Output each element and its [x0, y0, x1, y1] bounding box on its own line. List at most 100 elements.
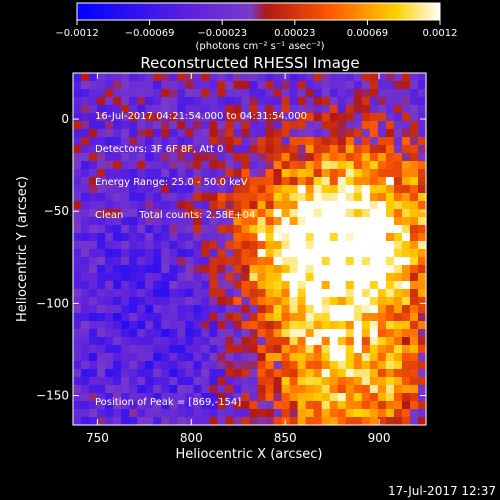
- heatmap-cell: [113, 417, 122, 426]
- heatmap-cell: [161, 161, 170, 170]
- heatmap-cell: [337, 281, 347, 290]
- y-tick-label: −50: [44, 204, 69, 218]
- heatmap-cell: [361, 289, 371, 298]
- heatmap-cell: [113, 345, 122, 354]
- heatmap-cell: [417, 321, 427, 330]
- colorbar-ticks: −0.0012 −0.00069 −0.00023 0.00023 0.00069 0.0…: [55, 20, 458, 39]
- heatmap-cell: [73, 393, 82, 402]
- heatmap-cell: [393, 177, 403, 186]
- heatmap-cell: [153, 233, 162, 242]
- heatmap-cell: [401, 289, 411, 298]
- heatmap-cell: [105, 377, 114, 386]
- heatmap-cell: [273, 345, 283, 354]
- heatmap-cell: [225, 393, 235, 402]
- heatmap-cell: [409, 193, 419, 202]
- heatmap-cell: [81, 233, 90, 242]
- heatmap-cell: [345, 329, 355, 338]
- heatmap-cell: [361, 177, 371, 186]
- heatmap-cell: [361, 81, 371, 90]
- heatmap-cell: [369, 177, 379, 186]
- heatmap-cell: [137, 289, 146, 298]
- heatmap-cell: [89, 369, 98, 378]
- heatmap-cell: [337, 377, 347, 386]
- heatmap-cell: [361, 217, 371, 226]
- heatmap-cell: [281, 177, 291, 186]
- heatmap-cell: [137, 321, 146, 330]
- heatmap-cell: [369, 361, 379, 370]
- heatmap-cell: [345, 417, 355, 426]
- heatmap-cell: [225, 113, 235, 122]
- heatmap-cell: [249, 161, 259, 170]
- heatmap-cell: [369, 105, 379, 114]
- heatmap-cell: [241, 113, 251, 122]
- heatmap-cell: [73, 193, 82, 202]
- heatmap-cell: [97, 89, 106, 98]
- heatmap-cell: [89, 289, 98, 298]
- heatmap-cell: [297, 73, 307, 82]
- heatmap-cell: [169, 201, 178, 210]
- heatmap-cell: [177, 297, 186, 306]
- heatmap-cell: [177, 369, 186, 378]
- heatmap-cell: [97, 297, 106, 306]
- heatmap-cell: [89, 225, 98, 234]
- heatmap-cell: [249, 241, 259, 250]
- heatmap-cell: [121, 249, 130, 258]
- heatmap-cell: [289, 121, 299, 130]
- heatmap-cell: [81, 369, 90, 378]
- heatmap-cell: [305, 249, 315, 258]
- heatmap-cell: [417, 233, 427, 242]
- heatmap-cell: [217, 137, 227, 146]
- heatmap-cell: [273, 185, 283, 194]
- heatmap-cell: [121, 217, 130, 226]
- heatmap-cell: [393, 241, 403, 250]
- heatmap-cell: [289, 313, 299, 322]
- heatmap-cell: [121, 185, 130, 194]
- heatmap-cell: [345, 177, 355, 186]
- heatmap-cell: [129, 73, 138, 82]
- heatmap-cell: [337, 153, 347, 162]
- colorbar: [76, 2, 441, 21]
- heatmap-cell: [153, 225, 162, 234]
- heatmap-cell: [345, 297, 355, 306]
- heatmap-cell: [257, 249, 267, 258]
- heatmap-cell: [233, 97, 243, 106]
- heatmap-cell: [265, 177, 275, 186]
- heatmap-cell: [337, 209, 347, 218]
- heatmap-cell: [369, 217, 379, 226]
- heatmap-cell: [265, 345, 275, 354]
- heatmap-cell: [369, 201, 379, 210]
- heatmap-cell: [209, 161, 219, 170]
- heatmap-cell: [137, 89, 146, 98]
- heatmap-cell: [417, 313, 427, 322]
- heatmap-cell: [417, 185, 427, 194]
- heatmap-cell: [337, 105, 347, 114]
- heatmap-cell: [377, 289, 387, 298]
- heatmap-cell: [193, 337, 202, 346]
- heatmap-cell: [289, 73, 299, 82]
- heatmap-cell: [97, 201, 106, 210]
- heatmap-cell: [185, 265, 194, 274]
- heatmap-cell: [329, 97, 339, 106]
- heatmap-cell: [401, 121, 411, 130]
- heatmap-cell: [73, 265, 82, 274]
- heatmap-cell: [289, 273, 299, 282]
- heatmap-cell: [185, 217, 194, 226]
- heatmap-cell: [289, 105, 299, 114]
- heatmap-cell: [145, 233, 154, 242]
- heatmap-cell: [289, 417, 299, 426]
- heatmap-cell: [121, 337, 130, 346]
- heatmap-cell: [345, 185, 355, 194]
- heatmap-cell: [401, 393, 411, 402]
- heatmap-cell: [385, 169, 395, 178]
- heatmap-cell: [417, 113, 427, 122]
- heatmap-cell: [417, 345, 427, 354]
- heatmap-cell: [385, 297, 395, 306]
- heatmap-cell: [153, 289, 162, 298]
- heatmap-cell: [97, 137, 106, 146]
- heatmap-cell: [169, 289, 178, 298]
- heatmap-cell: [129, 225, 138, 234]
- heatmap-cell: [393, 385, 403, 394]
- x-tick-label: 800: [180, 431, 203, 445]
- heatmap-cell: [97, 177, 106, 186]
